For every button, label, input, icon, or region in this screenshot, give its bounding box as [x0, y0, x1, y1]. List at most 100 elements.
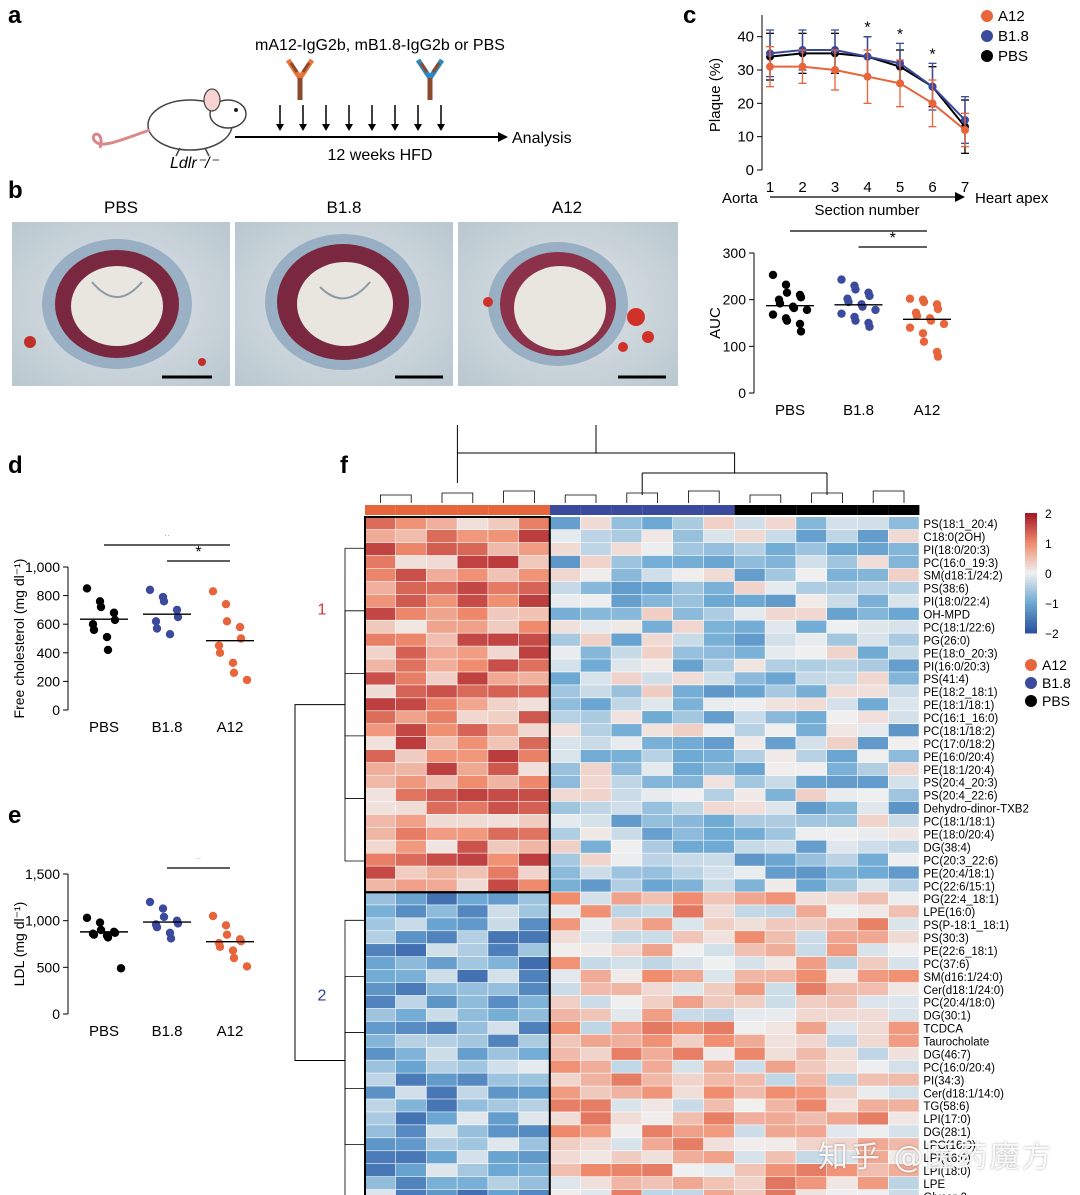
heatmap-cell: [765, 711, 796, 724]
heatmap-cell: [673, 931, 704, 944]
heatmap-cell: [426, 620, 457, 633]
heatmap-cell: [703, 1073, 734, 1086]
heatmap-cell: [519, 568, 550, 582]
heatmap-cell: [857, 607, 888, 620]
heatmap-cell: [796, 659, 827, 672]
heatmap-cell: [765, 814, 796, 827]
group-color-bar: [642, 505, 673, 515]
heatmap-cell: [488, 685, 519, 698]
heatmap-cell: [673, 1073, 704, 1086]
heatmap-cell: [765, 1021, 796, 1034]
heatmap-cell: [857, 905, 888, 918]
heatmap-cell: [765, 969, 796, 983]
dendro-leaf: [344, 547, 365, 705]
row-label: DG(30:1): [923, 1011, 970, 1023]
heatmap-cell: [519, 1060, 550, 1073]
heatmap-cell: [765, 646, 796, 659]
dendro-leaf: [872, 490, 905, 503]
heatmap-cell: [734, 1099, 765, 1112]
heatmap-cell: [888, 1189, 919, 1195]
heatmap-cell: [611, 620, 642, 633]
heatmap-cell: [488, 1060, 519, 1073]
heatmap-cell: [642, 724, 673, 737]
heatmap-cell: [395, 905, 426, 918]
heatmap-cell: [734, 995, 765, 1009]
heatmap-cell: [457, 944, 488, 957]
heatmap-cell: [796, 1047, 827, 1060]
data-point: [229, 953, 239, 963]
heatmap-cell: [796, 542, 827, 556]
heatmap-cell: [519, 1008, 550, 1022]
heatmap-cell: [703, 1189, 734, 1195]
row-label: PS(20:4_20:3): [923, 778, 997, 790]
heatmap-cell: [549, 685, 580, 698]
heatmap-cell: [457, 918, 488, 931]
row-label: PC(20:3_22:6): [923, 855, 998, 867]
heatmap-cell: [888, 840, 919, 853]
heatmap-cell: [549, 905, 580, 918]
heatmap-cell: [580, 995, 611, 1009]
data-point: [837, 309, 846, 318]
heatmap-cell: [796, 1138, 827, 1151]
heatmap-cell: [549, 1112, 580, 1125]
heatmap-cell: [734, 931, 765, 944]
row-label: DG(28:1): [923, 1127, 970, 1139]
row-label: TG(58:6): [923, 1101, 969, 1113]
heatmap-cell: [365, 672, 396, 685]
heatmap-cell: [734, 1047, 765, 1060]
heatmap-cell: [519, 685, 550, 698]
row-label: PE(18:0/20:4): [923, 830, 994, 842]
heatmap-cell: [765, 1176, 796, 1190]
heatmap-cell: [827, 918, 858, 931]
heatmap-cell: [549, 1176, 580, 1190]
micrograph-title-a12: A12: [551, 198, 583, 217]
heatmap-cell: [580, 931, 611, 944]
heatmap-cell: [765, 542, 796, 556]
heatmap-cell: [796, 944, 827, 957]
heatmap-cell: [703, 969, 734, 983]
data-point: [166, 934, 176, 943]
colorbar-segment: [1025, 581, 1037, 584]
heatmap-cell: [580, 633, 611, 646]
data-point: [837, 275, 846, 284]
injection-arrowhead: [345, 124, 353, 131]
data-point: [782, 288, 792, 297]
legend-label: A12: [998, 8, 1025, 25]
heatmap-cell: [426, 995, 457, 1009]
heatmap-cell: [611, 1086, 642, 1099]
heatmap-cell: [549, 659, 580, 672]
heatmap-cell: [457, 1138, 488, 1151]
heatmap-cell: [549, 736, 580, 750]
heatmap-cell: [519, 646, 550, 659]
heatmap-cell: [365, 775, 396, 789]
heatmap-cell: [796, 555, 827, 569]
heatmap-cell: [580, 1189, 611, 1195]
heatmap-cell: [395, 542, 426, 556]
heatmap-cell: [426, 1099, 457, 1112]
heatmap-cell: [611, 594, 642, 607]
colorbar-segment: [1025, 561, 1037, 564]
heatmap-cell: [395, 517, 426, 530]
heatmap-cell: [888, 1034, 919, 1047]
row-label: PI(18:0/22:4): [923, 597, 990, 609]
heatmap-cell: [796, 866, 827, 879]
heatmap-cell: [765, 672, 796, 685]
y-tick-label: 20: [737, 95, 754, 112]
heatmap-cell: [857, 853, 888, 866]
heatmap-cell: [488, 1164, 519, 1177]
heatmap-cell: [827, 581, 858, 595]
heatmap-cell: [734, 594, 765, 607]
heatmap-cell: [857, 918, 888, 931]
heatmap-cell: [426, 542, 457, 556]
heatmap-cell: [395, 931, 426, 944]
x-tick-label: 3: [831, 179, 839, 196]
heatmap-cell: [549, 931, 580, 944]
colorbar-segment: [1025, 615, 1037, 618]
heatmap-cell: [827, 685, 858, 698]
colorbar-segment: [1025, 551, 1037, 554]
heatmap-cell: [519, 633, 550, 646]
heatmap-cell: [765, 931, 796, 944]
colorbar-segment: [1025, 605, 1037, 608]
panel-label-f: f: [340, 452, 348, 479]
